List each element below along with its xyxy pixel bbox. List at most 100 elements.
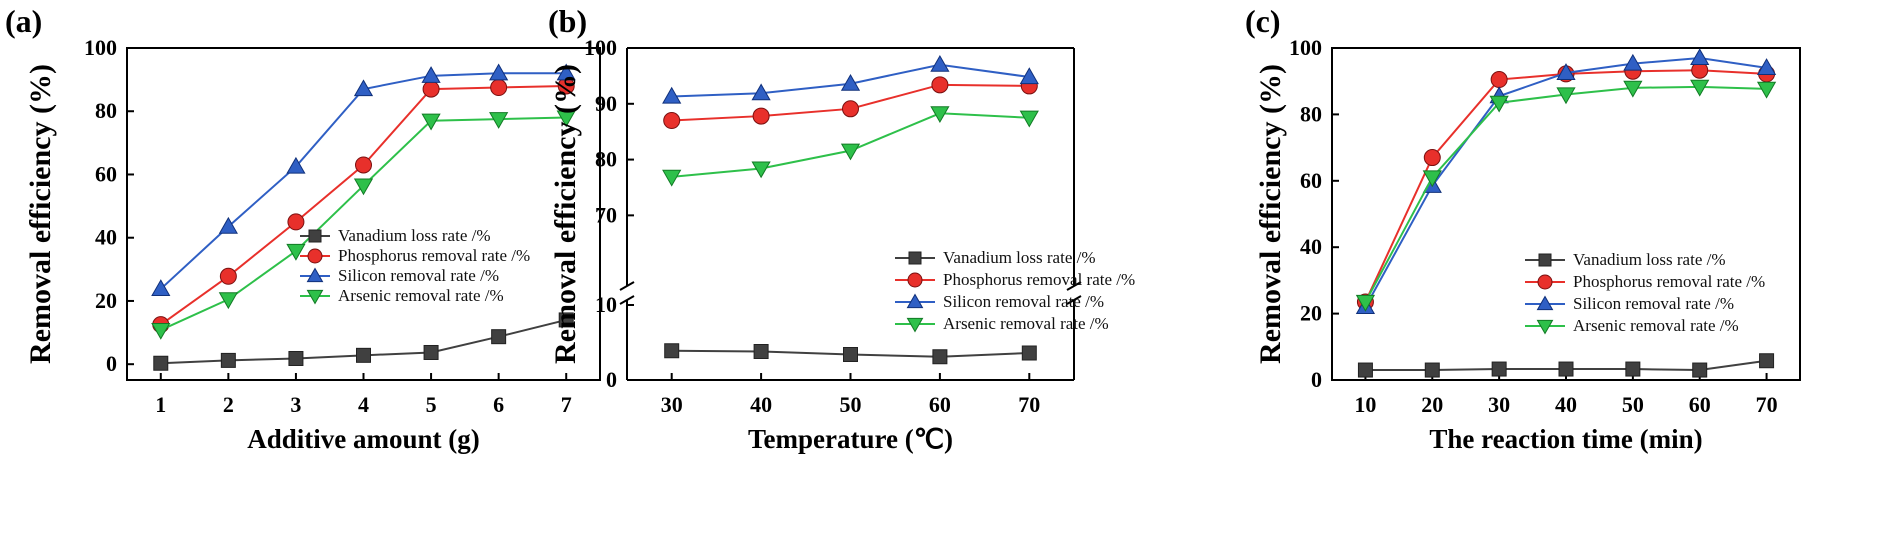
series-vanadium: [664, 343, 1037, 365]
x-tick-label: 20: [1421, 392, 1443, 417]
x-tick-label: 30: [661, 392, 683, 417]
axis-break-mark: [1066, 295, 1082, 305]
data-point: [1355, 294, 1376, 312]
data-point: [288, 350, 304, 366]
series-arsenic: [1355, 79, 1777, 312]
data-point: [1623, 80, 1643, 98]
x-tick-label: 10: [1354, 392, 1376, 417]
y-axis-label: Removal efficiency (%): [24, 64, 57, 364]
legend-marker: [1538, 253, 1552, 267]
data-point: [421, 113, 441, 131]
data-point: [220, 352, 236, 368]
data-point: [1556, 87, 1576, 105]
data-point: [558, 312, 574, 328]
data-point: [1756, 58, 1777, 75]
series-vanadium: [1357, 353, 1775, 378]
data-point: [1490, 71, 1508, 89]
y-tick-label: 70: [595, 202, 617, 227]
y-tick-label: 60: [1300, 168, 1322, 193]
x-tick-label: 40: [1555, 392, 1577, 417]
legend-entry-label: Vanadium loss rate /%: [1573, 250, 1726, 269]
data-point: [753, 344, 769, 359]
y-tick-label: 80: [1300, 101, 1322, 126]
y-tick-label: 20: [95, 288, 117, 313]
data-point: [840, 143, 861, 161]
legend-entry-label: Silicon removal rate /%: [943, 292, 1104, 311]
data-point: [930, 54, 950, 72]
legend-marker: [907, 272, 923, 288]
data-point: [422, 80, 440, 98]
data-point: [151, 279, 171, 296]
legend-marker: [1536, 319, 1554, 335]
data-point: [356, 347, 371, 363]
y-tick-label: 100: [84, 35, 117, 60]
legend-marker: [906, 317, 924, 333]
panel-label: (c): [1245, 3, 1281, 39]
data-point: [1759, 353, 1775, 369]
data-point: [1491, 361, 1507, 377]
x-tick-label: 3: [290, 392, 301, 417]
chart-panel-3: (c) 0 20 40 60 80 100 10 20 30 40 50 60 70 The reactio…: [1245, 3, 1801, 454]
legend-entry-label: Vanadium loss rate /%: [338, 226, 491, 245]
data-point: [219, 267, 237, 285]
x-tick-label: 70: [1756, 392, 1778, 417]
data-point: [556, 63, 576, 81]
data-point: [1556, 63, 1576, 80]
data-point: [556, 110, 576, 128]
legend: Vanadium loss rate /%Phosphorus removal …: [1525, 250, 1765, 335]
data-point: [1424, 362, 1440, 378]
y-tick-label: 0: [106, 351, 117, 376]
series-vanadium: [153, 312, 574, 371]
y-tick-label: 80: [95, 98, 117, 123]
legend: Vanadium loss rate /%Phosphorus removal …: [300, 226, 530, 305]
legend-entry-label: Arsenic removal rate /%: [1573, 316, 1739, 335]
series-arsenic: [662, 106, 1039, 187]
legend-entry-label: Phosphorus removal rate /%: [338, 246, 530, 265]
legend-entry-label: Silicon removal rate /%: [1573, 294, 1734, 313]
y-axis-label: Removal efficiency (%): [1254, 64, 1287, 364]
series-phosphorus: [152, 77, 575, 334]
series-line: [1364, 85, 1767, 303]
x-tick-label: 50: [840, 392, 862, 417]
data-point: [421, 66, 441, 83]
data-point: [1558, 361, 1574, 377]
y-tick-label: 20: [1300, 301, 1322, 326]
x-tick-label: 70: [1018, 392, 1040, 417]
axis-break-mark: [619, 281, 635, 291]
x-tick-label: 30: [1488, 392, 1510, 417]
data-point: [1423, 149, 1441, 167]
data-point: [931, 76, 949, 94]
data-point: [353, 178, 374, 196]
series-silicon: [662, 54, 1039, 104]
legend-marker: [1536, 295, 1554, 311]
axis-frame: [126, 47, 601, 381]
data-point: [752, 107, 770, 125]
x-tick-label: 1: [155, 392, 166, 417]
data-point: [1625, 361, 1641, 377]
data-point: [489, 63, 509, 81]
y-tick-label: 0: [606, 367, 617, 392]
data-point: [843, 347, 858, 362]
data-point: [662, 86, 682, 104]
x-tick-label: 40: [750, 392, 772, 417]
legend-marker: [308, 229, 322, 243]
data-point: [932, 349, 948, 365]
data-point: [490, 79, 508, 97]
data-point: [1422, 170, 1442, 188]
legend-entry-label: Silicon removal rate /%: [338, 266, 499, 285]
y-tick-label: 0: [1311, 367, 1322, 392]
data-point: [1690, 48, 1710, 66]
data-point: [1692, 362, 1708, 378]
data-point: [286, 243, 306, 261]
x-tick-label: 4: [358, 392, 369, 417]
data-point: [1357, 362, 1373, 378]
data-point: [663, 112, 681, 130]
x-axis-label: Temperature (℃): [748, 424, 953, 454]
data-point: [840, 73, 861, 91]
data-point: [1489, 95, 1509, 113]
data-point: [1756, 81, 1777, 99]
y-tick-label: 10: [595, 292, 617, 317]
x-tick-label: 50: [1622, 392, 1644, 417]
data-point: [491, 329, 507, 345]
x-axis-label: Additive amount (g): [247, 424, 480, 454]
